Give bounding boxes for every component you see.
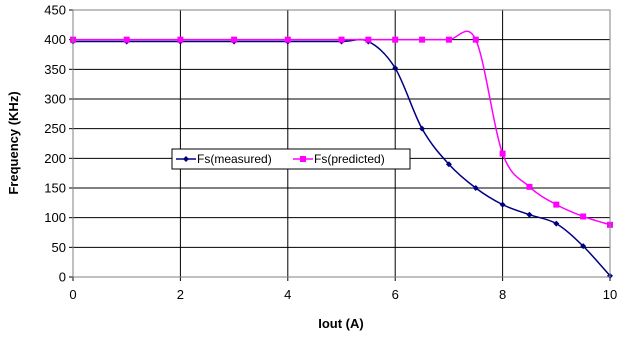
data-point (338, 36, 345, 43)
y-tick-label: 300 (44, 92, 66, 107)
y-tick-label: 150 (44, 181, 66, 196)
data-point (580, 213, 587, 220)
y-tick-label: 100 (44, 210, 66, 225)
data-point (472, 36, 479, 43)
data-point (419, 36, 426, 43)
x-tick-label: 4 (284, 287, 291, 302)
data-point (580, 243, 587, 250)
data-point (526, 211, 533, 218)
data-point (123, 36, 130, 43)
data-point (499, 150, 506, 157)
legend-measured-marker (183, 156, 189, 162)
data-point (445, 161, 452, 168)
data-point (445, 36, 452, 43)
data-point (392, 65, 399, 72)
legend-predicted-marker (300, 156, 306, 162)
data-point (177, 36, 184, 43)
y-axis-title: Frequency (KHz) (6, 91, 21, 194)
data-point (419, 125, 426, 132)
data-point (365, 36, 372, 43)
x-tick-label: 10 (603, 287, 617, 302)
data-point (553, 201, 560, 208)
y-tick-label: 350 (44, 62, 66, 77)
data-point (499, 201, 506, 208)
plot-area (73, 10, 610, 277)
series-line (73, 30, 611, 226)
legend-predicted-label: Fs(predicted) (314, 152, 385, 166)
legend-box (171, 148, 411, 170)
y-tick-label: 200 (44, 151, 66, 166)
data-point (472, 185, 479, 191)
legend-measured-label: Fs(measured) (197, 152, 272, 166)
y-tick-label: 50 (52, 240, 66, 255)
y-tick-label: 250 (44, 121, 66, 136)
x-axis-ticks: 0 2 4 6 8 10 (69, 277, 617, 302)
series-line (72, 38, 611, 277)
x-tick-label: 2 (177, 287, 184, 302)
y-tick-label: 400 (44, 32, 66, 47)
x-tick-label: 6 (392, 287, 399, 302)
y-tick-label: 0 (59, 270, 66, 285)
legend: Fs(measured) Fs(predicted) (171, 148, 411, 170)
x-axis-title: Iout (A) (318, 316, 363, 331)
plot-border (72, 9, 611, 278)
data-point (284, 36, 291, 43)
data-point (392, 36, 399, 43)
y-axis-ticks: 0 50 100 150 200 250 300 350 400 450 (44, 3, 73, 285)
x-tick-label: 8 (499, 287, 506, 302)
x-tick-label: 0 (69, 287, 76, 302)
data-point (526, 183, 533, 190)
y-tick-label: 450 (44, 3, 66, 18)
data-point (231, 36, 238, 43)
data-point (553, 220, 560, 227)
